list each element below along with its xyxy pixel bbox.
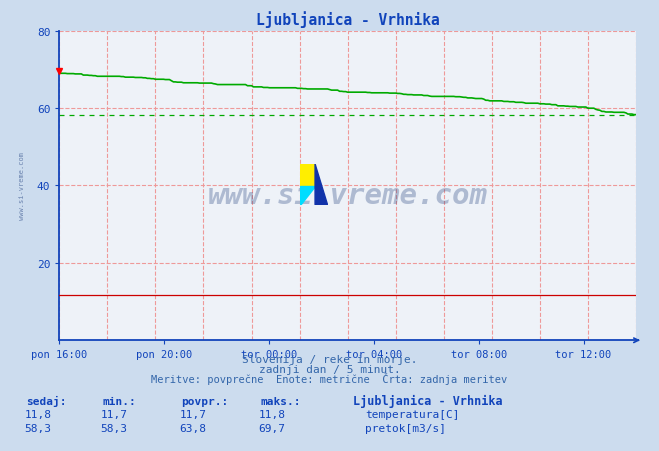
Text: sedaj:: sedaj: (26, 395, 67, 405)
Text: Ljubljanica - Vrhnika: Ljubljanica - Vrhnika (353, 394, 502, 407)
Text: temperatura[C]: temperatura[C] (365, 409, 459, 419)
Text: 11,7: 11,7 (180, 409, 206, 419)
Text: maks.:: maks.: (260, 396, 301, 405)
Text: Meritve: povprečne  Enote: metrične  Črta: zadnja meritev: Meritve: povprečne Enote: metrične Črta:… (152, 372, 507, 384)
Text: zadnji dan / 5 minut.: zadnji dan / 5 minut. (258, 364, 401, 374)
Title: Ljubljanica - Vrhnika: Ljubljanica - Vrhnika (256, 11, 440, 28)
Text: 69,7: 69,7 (259, 423, 285, 433)
Polygon shape (300, 187, 315, 205)
Text: Slovenija / reke in morje.: Slovenija / reke in morje. (242, 354, 417, 364)
Text: 11,8: 11,8 (259, 409, 285, 419)
Text: 63,8: 63,8 (180, 423, 206, 433)
Text: povpr.:: povpr.: (181, 396, 229, 405)
Polygon shape (300, 165, 315, 187)
Text: pretok[m3/s]: pretok[m3/s] (365, 423, 446, 433)
Text: www.si-vreme.com: www.si-vreme.com (19, 152, 25, 220)
Text: www.si-vreme.com: www.si-vreme.com (208, 181, 488, 209)
Text: min.:: min.: (102, 396, 136, 405)
Text: 58,3: 58,3 (25, 423, 51, 433)
Text: 11,7: 11,7 (101, 409, 127, 419)
Text: 11,8: 11,8 (25, 409, 51, 419)
Polygon shape (315, 165, 328, 205)
Text: 58,3: 58,3 (101, 423, 127, 433)
